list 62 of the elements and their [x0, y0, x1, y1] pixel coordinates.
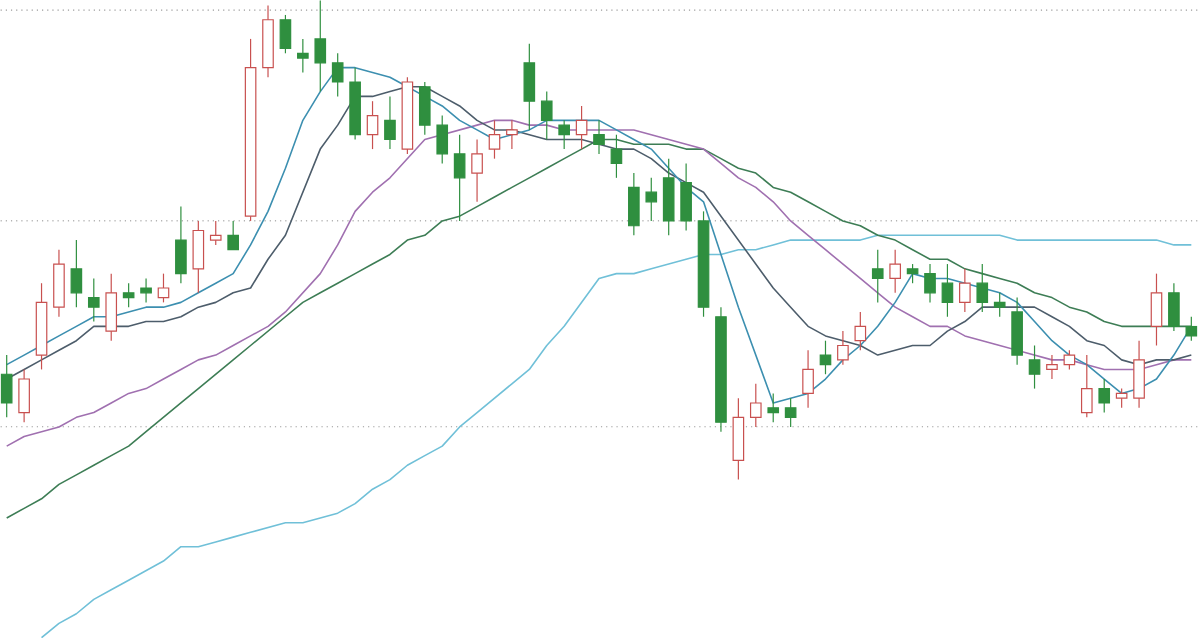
candlestick: [209, 220, 222, 246]
candlestick: [784, 397, 797, 428]
candlestick: [749, 382, 762, 428]
candlestick: [802, 349, 814, 409]
candlestick: [0, 354, 13, 418]
candlestick: [871, 248, 884, 303]
candlestick: [1063, 349, 1076, 370]
candlestick: [889, 248, 901, 294]
candlestick: [1098, 378, 1111, 413]
candlestick: [959, 268, 971, 313]
candlestick: [854, 311, 867, 351]
candlestick: [906, 263, 919, 284]
candlestick: [575, 105, 588, 150]
candlestick: [837, 330, 849, 365]
candlestick: [1133, 339, 1145, 409]
candlestick: [680, 162, 692, 231]
candlestick: [262, 4, 274, 78]
candlestick: [593, 119, 605, 155]
candlestick: [1168, 282, 1180, 332]
candlestick: [941, 263, 954, 318]
candlestick: [1046, 354, 1058, 380]
candlestick: [993, 291, 1006, 318]
candlestick: [87, 277, 100, 322]
candlestick: [366, 100, 379, 150]
candlestick: [175, 205, 187, 284]
candlestick: [436, 114, 449, 164]
candlestick: [540, 90, 553, 140]
candlestick: [645, 176, 658, 222]
candlestick: [628, 172, 640, 236]
candlestick: [506, 119, 518, 150]
candlestick: [662, 157, 675, 236]
candlestick: [558, 119, 570, 150]
candlestick: [767, 392, 780, 423]
candlestick: [471, 138, 483, 203]
candlestick: [488, 119, 501, 160]
candlestick: [523, 42, 536, 131]
candlestick: [227, 220, 239, 251]
candlestick: [122, 282, 135, 308]
candlestick: [297, 38, 309, 73]
candlestick: [819, 339, 832, 375]
candlestick: [140, 277, 152, 303]
candlestick: [331, 52, 344, 97]
candlestick: [70, 239, 83, 308]
candlestick: [610, 133, 623, 179]
candlestick: [1150, 272, 1163, 346]
candlestick: [1028, 344, 1041, 389]
candlestick: [279, 14, 292, 54]
candlestick: [976, 263, 989, 313]
candlestick: [418, 81, 431, 136]
candlestick: [1011, 296, 1023, 365]
candlestick: [18, 368, 30, 423]
candlestick: [192, 220, 205, 294]
candlestick: [384, 95, 396, 150]
candlestick: [1080, 354, 1093, 418]
candlestick: [314, 0, 327, 92]
candlestick: [924, 263, 936, 303]
candlestick: [53, 248, 65, 318]
candlestick: [1115, 387, 1128, 409]
candlestick: [732, 397, 745, 480]
candlestick: [105, 272, 118, 342]
candlestick: [453, 133, 466, 222]
candlestick: [157, 272, 170, 303]
